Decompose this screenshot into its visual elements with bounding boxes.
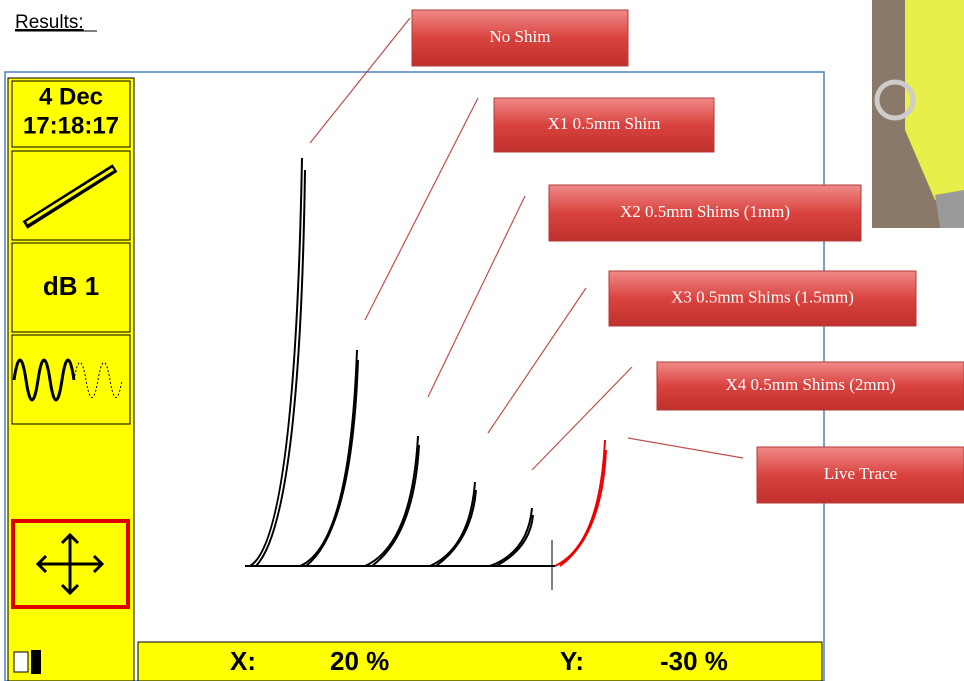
callout-label: X4 0.5mm Shims (2mm) xyxy=(725,375,895,394)
photo xyxy=(872,0,964,228)
callout-label: X3 0.5mm Shims (1.5mm) xyxy=(671,287,854,306)
x-label: X: xyxy=(230,646,256,676)
y-label: Y: xyxy=(560,646,584,676)
x-value: 20 % xyxy=(330,646,389,676)
sd-icon xyxy=(14,652,28,672)
callout-label: X1 0.5mm Shim xyxy=(548,114,661,133)
page: Results: 4 Dec 17:18:17 dB 1 X: 20 % Y: … xyxy=(0,0,964,681)
callout-label: No Shim xyxy=(490,27,551,46)
gain: dB 1 xyxy=(43,271,99,301)
battery-icon xyxy=(31,650,41,674)
y-value: -30 % xyxy=(660,646,728,676)
time: 17:18:17 xyxy=(23,112,119,139)
wave-box xyxy=(12,335,130,424)
date: 4 Dec xyxy=(39,83,103,110)
callout-label: X2 0.5mm Shims (1mm) xyxy=(620,202,790,221)
heading: Results: xyxy=(15,12,84,33)
callout-label: Live Trace xyxy=(824,464,897,483)
